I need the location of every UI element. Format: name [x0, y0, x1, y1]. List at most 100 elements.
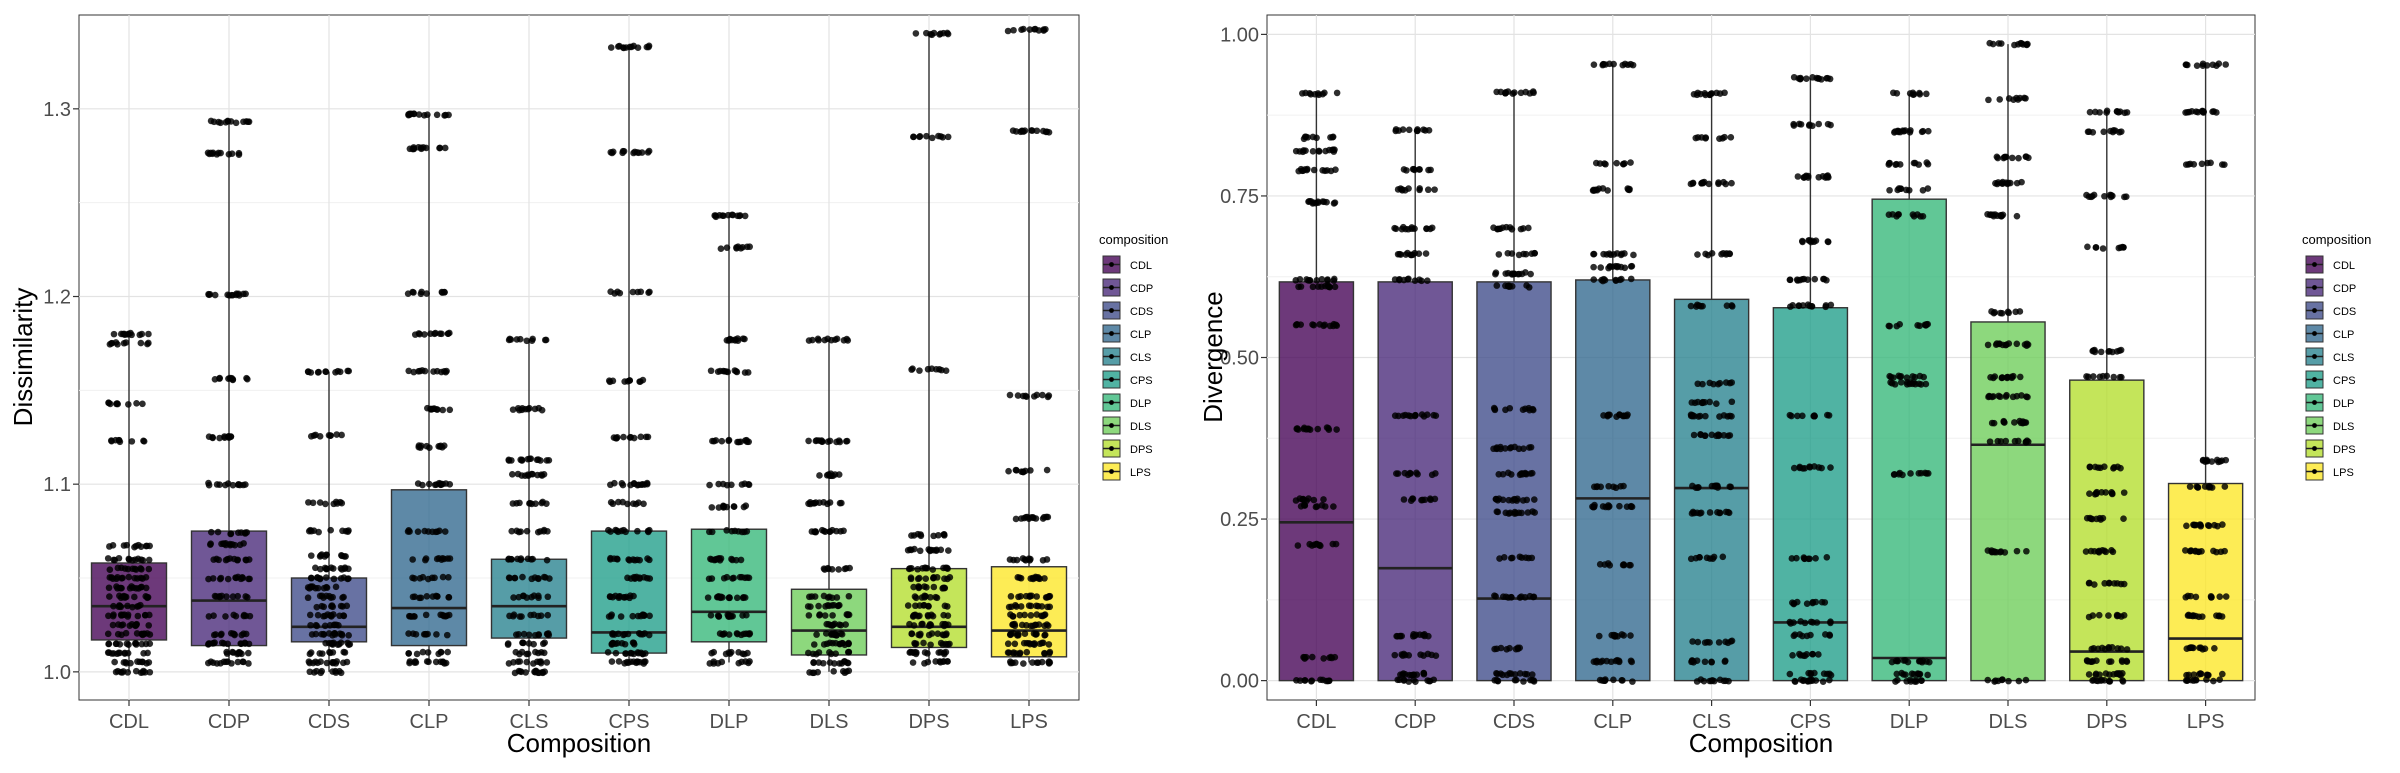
data-point	[2219, 670, 2226, 678]
data-point	[204, 659, 212, 667]
data-point	[1023, 393, 1030, 401]
data-point	[1495, 251, 1503, 258]
data-point	[1022, 513, 1030, 521]
data-point	[114, 564, 122, 572]
data-point	[142, 574, 150, 581]
data-point	[1599, 185, 1607, 192]
data-point	[2116, 373, 2124, 381]
data-point	[2190, 671, 2198, 678]
data-point	[614, 528, 622, 536]
left-legend: composition CDL CDP CDS CLP CLS CPS DLP DLS DPS L…	[1099, 232, 1168, 481]
data-point	[735, 438, 743, 446]
data-point	[345, 632, 352, 639]
data-point	[1616, 502, 1623, 510]
data-point	[511, 574, 518, 582]
x-tick-label: DLS	[810, 711, 849, 733]
data-point	[725, 649, 733, 656]
data-point	[1519, 497, 1527, 504]
data-point	[2109, 192, 2116, 200]
data-point	[2015, 677, 2023, 685]
data-point	[1525, 554, 1532, 562]
x-tick-label: CDS	[308, 711, 350, 733]
data-point	[2200, 109, 2207, 116]
data-point	[910, 133, 917, 141]
data-point	[245, 660, 252, 667]
data-point	[829, 526, 836, 534]
data-point	[1409, 165, 1417, 173]
legend-label: DLP	[2333, 398, 2354, 410]
data-point	[1809, 599, 1816, 607]
data-point	[1599, 503, 1607, 510]
data-point	[1300, 653, 1307, 661]
data-point	[405, 367, 413, 375]
data-point	[1694, 251, 1701, 258]
data-point	[514, 658, 522, 665]
data-point	[823, 472, 831, 479]
data-point	[527, 611, 534, 619]
data-point	[406, 659, 413, 667]
right-x-axis-title: Composition	[1689, 728, 1834, 758]
data-point	[1026, 556, 1034, 564]
data-point	[237, 640, 245, 647]
data-point	[1416, 186, 1423, 194]
data-point	[1300, 497, 1308, 504]
data-point	[707, 612, 715, 619]
data-point	[140, 630, 148, 638]
data-point	[2192, 593, 2200, 601]
data-point	[236, 481, 244, 489]
data-point	[1791, 631, 1799, 638]
data-point	[1888, 380, 1896, 387]
data-point	[843, 335, 851, 343]
data-point	[1815, 651, 1822, 658]
data-point	[2090, 373, 2097, 380]
data-point	[423, 658, 431, 665]
data-point	[509, 500, 517, 507]
data-point	[734, 335, 741, 342]
data-point	[835, 602, 842, 609]
data-point	[517, 456, 524, 464]
data-point	[1530, 677, 1537, 684]
y-tick-label: 1.0	[43, 662, 71, 684]
data-point	[725, 631, 733, 638]
data-point	[137, 601, 144, 609]
data-point	[1016, 649, 1024, 657]
data-point	[715, 612, 723, 620]
data-point	[1424, 277, 1431, 285]
x-tick-label: DPS	[2086, 711, 2127, 733]
data-point	[510, 611, 518, 619]
data-point	[436, 144, 444, 152]
data-point	[1030, 514, 1037, 522]
data-point	[845, 592, 853, 600]
data-point	[1984, 341, 1992, 349]
data-point	[211, 291, 219, 299]
data-point	[739, 650, 746, 657]
data-point	[1606, 411, 1613, 419]
data-point	[909, 659, 917, 666]
data-point	[2120, 489, 2128, 496]
data-point	[1023, 622, 1030, 629]
data-point	[1827, 619, 1834, 627]
data-point	[312, 621, 320, 629]
data-point	[1005, 649, 1013, 656]
data-point	[1797, 121, 1805, 128]
data-point	[234, 529, 242, 536]
data-point	[1986, 438, 1994, 445]
data-point	[942, 621, 949, 628]
data-point	[944, 612, 952, 619]
data-point	[1023, 648, 1031, 656]
data-point	[232, 119, 240, 127]
data-point	[2083, 514, 2091, 522]
data-point	[646, 612, 653, 620]
data-point	[1402, 251, 1410, 258]
data-point	[2210, 108, 2218, 115]
data-point	[230, 611, 237, 619]
data-point	[619, 481, 627, 489]
data-point	[431, 481, 439, 489]
data-point	[1033, 602, 1040, 610]
data-point	[1505, 510, 1513, 517]
data-point	[611, 479, 618, 487]
data-point	[710, 660, 717, 667]
data-point	[106, 593, 113, 600]
data-point	[1721, 133, 1728, 141]
data-point	[1694, 134, 1702, 141]
